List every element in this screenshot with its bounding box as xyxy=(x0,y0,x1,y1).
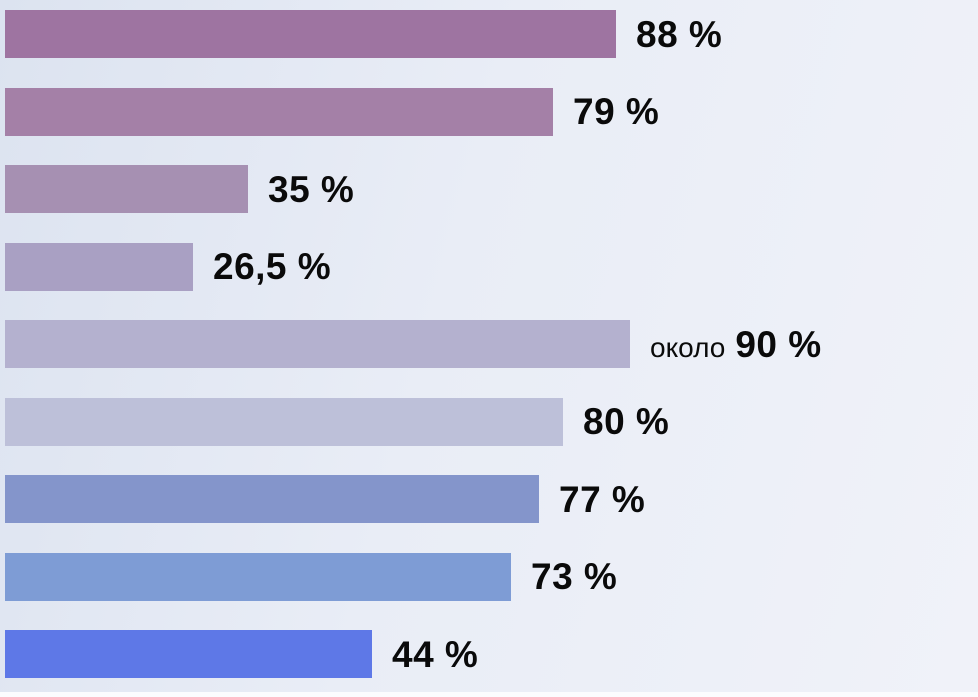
bar-label-value: 90 % xyxy=(735,323,822,365)
bar-label-value: 80 % xyxy=(583,401,670,442)
bar-value-label: 26,5 % xyxy=(213,248,331,285)
bar-label-value: 88 % xyxy=(636,13,723,55)
bar-value-label: 77 % xyxy=(559,481,645,518)
bar xyxy=(5,475,539,523)
bar-row-6: 80 % xyxy=(5,397,978,446)
bar xyxy=(5,10,616,58)
bar-label-prefix: около xyxy=(650,331,726,363)
bar-row-2: 79 % xyxy=(5,87,978,136)
bar xyxy=(5,165,248,213)
bar-row-7: 77 % xyxy=(5,475,978,523)
bar-label-value: 35 % xyxy=(268,168,355,210)
bar-value-label: 80 % xyxy=(583,403,669,440)
bar-label-value: 44 % xyxy=(392,633,479,675)
bar-row-9: 44 % xyxy=(5,630,978,678)
bar-row-1: 88 % xyxy=(5,10,978,58)
bar-value-label: 44 % xyxy=(392,636,478,673)
bar-row-5: около 90 % xyxy=(5,320,978,368)
bar-value-label: около 90 % xyxy=(650,326,822,363)
bar-row-4: 26,5 % xyxy=(5,242,978,291)
bar xyxy=(5,87,553,136)
bar-label-value: 26,5 % xyxy=(213,246,332,287)
bar-value-label: 88 % xyxy=(636,16,722,53)
bar-label-value: 77 % xyxy=(559,478,646,520)
bar-label-value: 79 % xyxy=(573,91,660,132)
bar-label-value: 73 % xyxy=(531,556,618,597)
bar-row-8: 73 % xyxy=(5,552,978,601)
bar-value-label: 35 % xyxy=(268,171,354,208)
bar-value-label: 73 % xyxy=(531,558,617,595)
bar xyxy=(5,242,193,291)
bar-row-3: 35 % xyxy=(5,165,978,213)
bar xyxy=(5,320,630,368)
bar xyxy=(5,552,511,601)
bar xyxy=(5,630,372,678)
bottom-edge-strip xyxy=(0,692,978,697)
bar xyxy=(5,397,563,446)
bar-value-label: 79 % xyxy=(573,93,659,130)
